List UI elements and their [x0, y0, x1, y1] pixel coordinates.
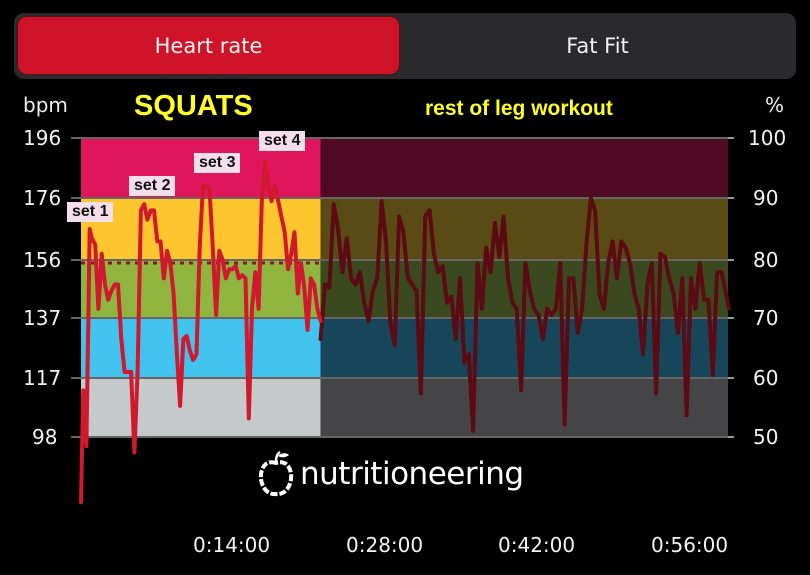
logo-text: nutritioneering [300, 456, 524, 492]
brand-logo: nutritioneering [258, 450, 524, 498]
set-2-label: set 2 [129, 176, 176, 196]
y-tick-right: 100 [748, 126, 787, 150]
apple-icon [258, 451, 294, 497]
heart-rate-line-squats [79, 160, 323, 505]
x-tick: 0:28:00 [346, 533, 424, 557]
x-tick: 0:42:00 [498, 533, 576, 557]
tab-heart-rate[interactable]: Heart rate [18, 17, 399, 74]
set-4-label: set 4 [259, 131, 306, 151]
y-axis-left-unit: bpm [23, 93, 68, 117]
y-tick-right: 50 [753, 425, 779, 449]
rest-of-workout-title: rest of leg workout [425, 97, 613, 120]
y-tick-right: 90 [753, 186, 779, 210]
x-tick: 0:56:00 [651, 533, 729, 557]
y-tick-left: 156 [23, 248, 62, 272]
axis-ticks [728, 137, 734, 438]
tab-fat-fit[interactable]: Fat Fit [566, 33, 629, 58]
y-tick-left: 176 [23, 186, 62, 210]
y-tick-left: 117 [23, 366, 62, 390]
y-tick-right: 70 [753, 306, 779, 330]
y-tick-left: 98 [32, 425, 58, 449]
squats-title: SQUATS [134, 90, 253, 122]
set-3-label: set 3 [194, 153, 241, 173]
set-1-label: set 1 [67, 202, 114, 222]
y-tick-left: 196 [23, 126, 62, 150]
y-axis-right-unit: % [765, 93, 785, 117]
y-tick-right: 60 [753, 366, 779, 390]
heart-rate-line-rest [318, 196, 732, 433]
y-tick-right: 80 [753, 248, 779, 272]
tab-bar: Heart rate Fat Fit [14, 13, 796, 79]
y-tick-left: 137 [23, 306, 62, 330]
x-tick: 0:14:00 [193, 533, 271, 557]
